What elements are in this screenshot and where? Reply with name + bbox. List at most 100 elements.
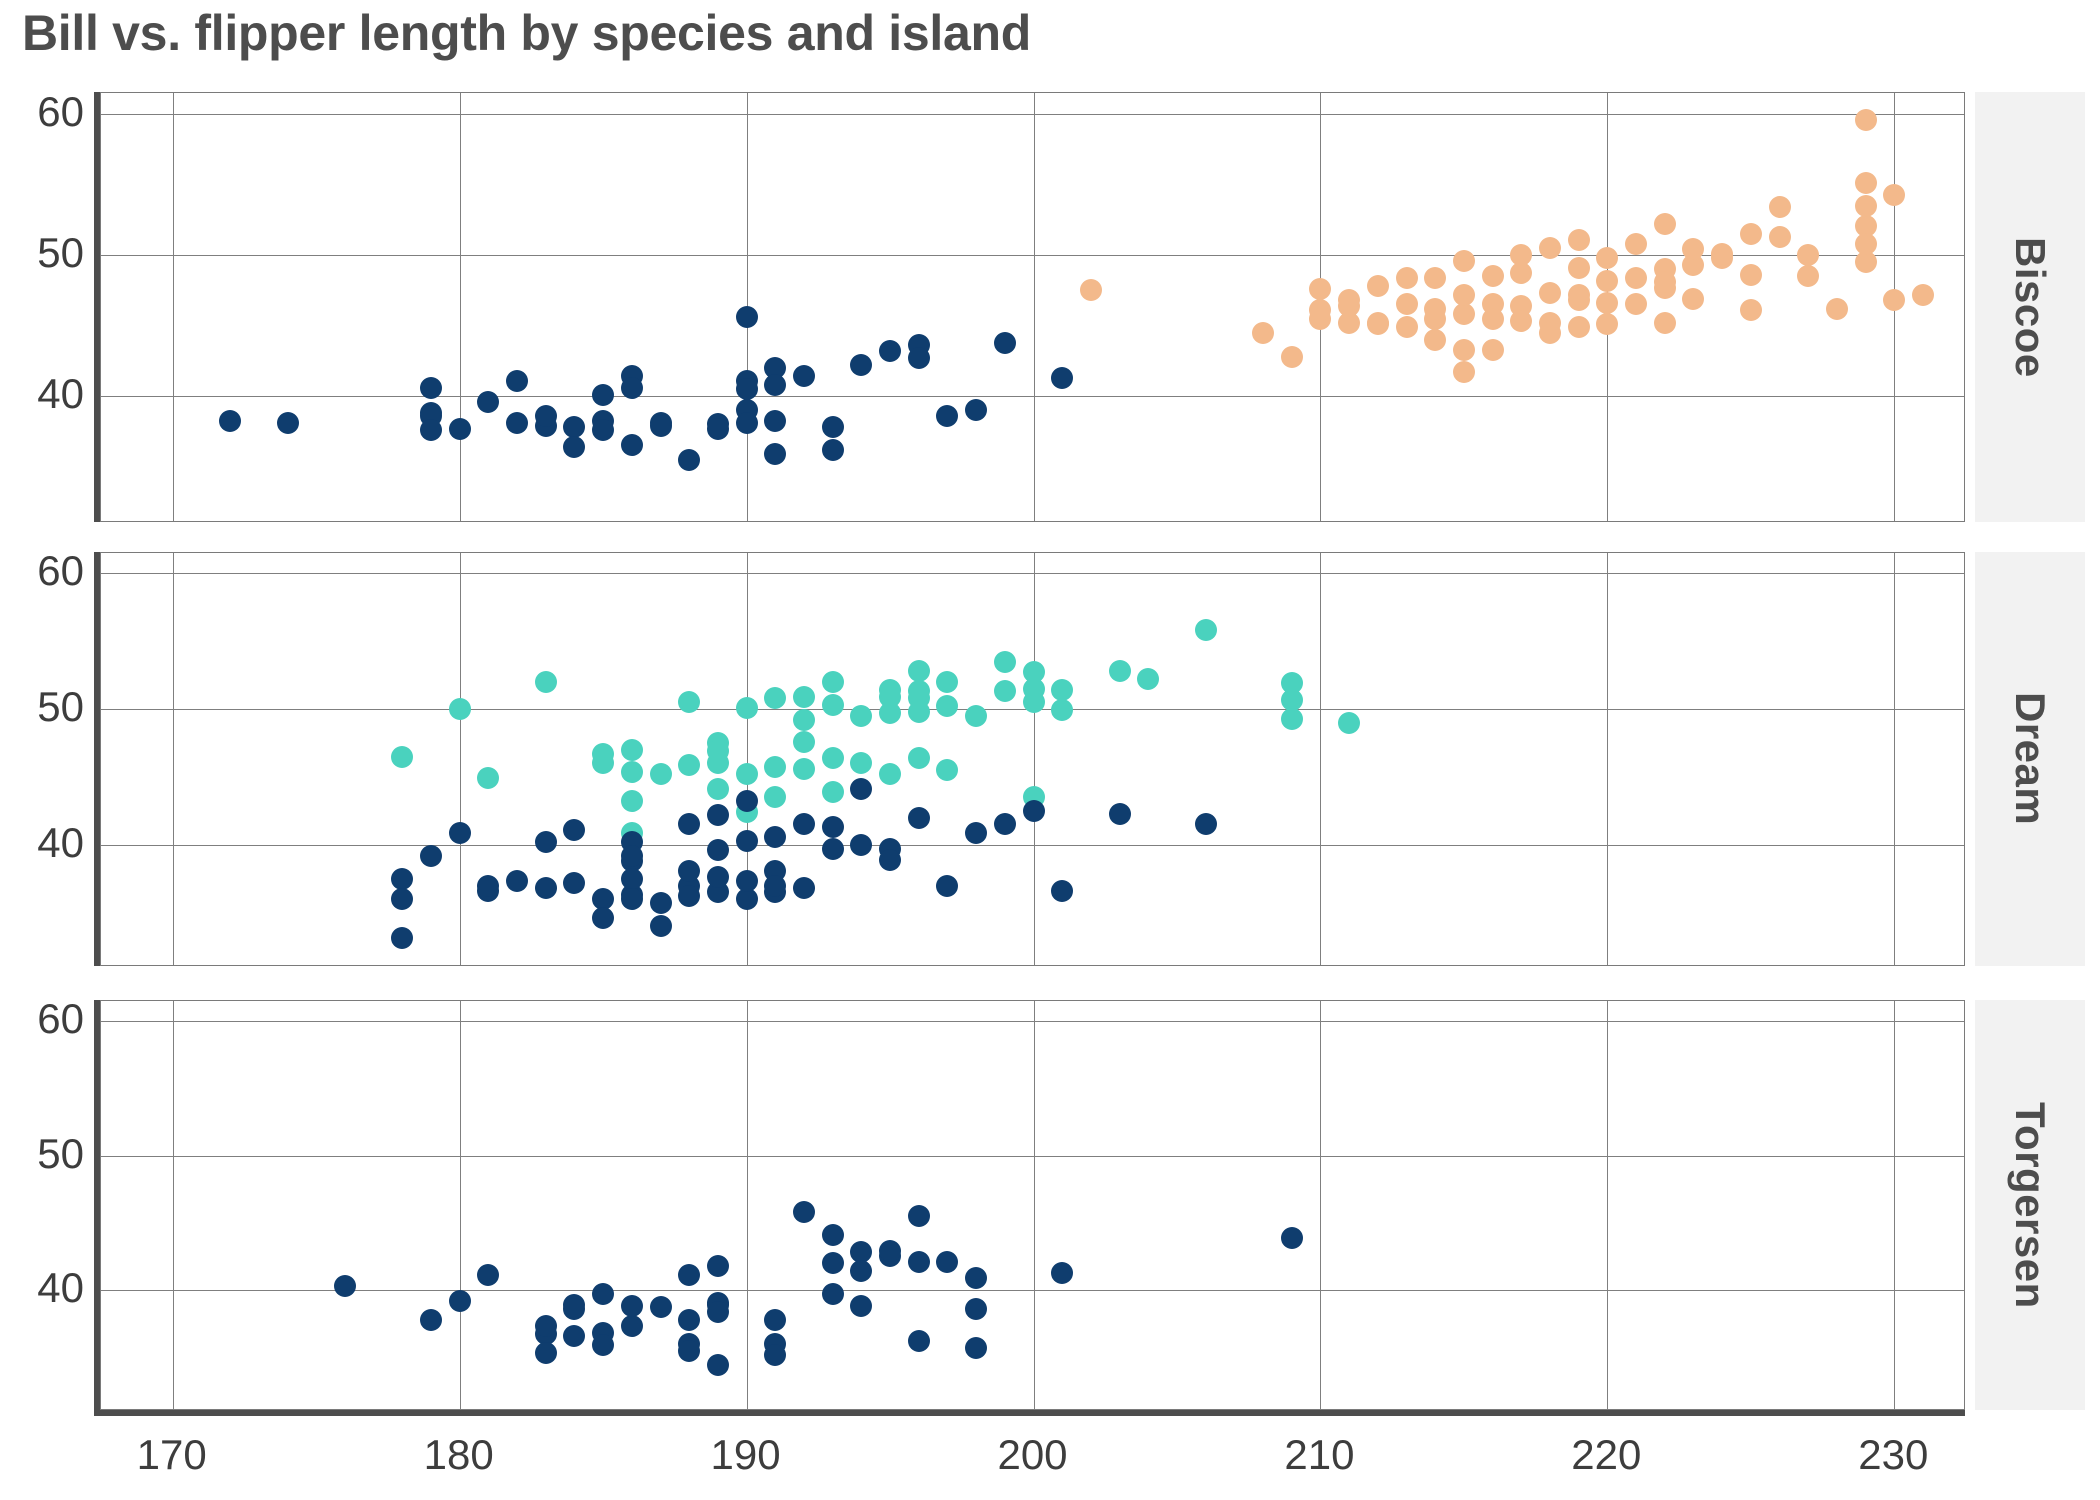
data-point bbox=[391, 888, 414, 911]
data-point bbox=[993, 650, 1016, 673]
data-point bbox=[1510, 244, 1533, 267]
data-point bbox=[1711, 242, 1734, 265]
data-point bbox=[706, 1300, 729, 1323]
data-point bbox=[706, 417, 729, 440]
x-axis-tick-label: 230 bbox=[1858, 1431, 1929, 1478]
data-point bbox=[735, 888, 758, 911]
gridline-vertical bbox=[1894, 1001, 1896, 1409]
data-point bbox=[1022, 661, 1045, 684]
data-point bbox=[649, 414, 672, 437]
data-point bbox=[649, 892, 672, 915]
data-point bbox=[706, 1254, 729, 1277]
gridline-horizontal bbox=[101, 1021, 1964, 1023]
data-point bbox=[1452, 338, 1475, 361]
facet-panel-biscoe bbox=[100, 92, 1965, 522]
data-point bbox=[1395, 293, 1418, 316]
data-point bbox=[678, 448, 701, 471]
data-point bbox=[850, 704, 873, 727]
data-point bbox=[1854, 232, 1877, 255]
data-point bbox=[1108, 802, 1131, 825]
gridline-vertical bbox=[1033, 1001, 1035, 1409]
data-point bbox=[563, 1297, 586, 1320]
data-point bbox=[821, 780, 844, 803]
data-point bbox=[592, 888, 615, 911]
data-point bbox=[1395, 316, 1418, 339]
y-axis-line bbox=[94, 92, 100, 522]
data-point bbox=[1911, 283, 1934, 306]
data-point bbox=[821, 746, 844, 769]
data-point bbox=[1510, 262, 1533, 285]
data-point bbox=[965, 399, 988, 422]
data-point bbox=[879, 1240, 902, 1263]
data-point bbox=[1452, 361, 1475, 384]
data-point bbox=[1596, 246, 1619, 269]
data-point bbox=[1596, 269, 1619, 292]
data-point bbox=[1596, 292, 1619, 315]
data-point bbox=[592, 1334, 615, 1357]
data-point bbox=[764, 874, 787, 897]
facet-strip-label: Dream bbox=[2007, 692, 2054, 826]
data-point bbox=[506, 870, 529, 893]
data-point bbox=[907, 1330, 930, 1353]
data-point bbox=[792, 757, 815, 780]
data-point bbox=[821, 1223, 844, 1246]
data-point bbox=[1395, 266, 1418, 289]
data-point bbox=[1252, 321, 1275, 344]
data-point bbox=[563, 1324, 586, 1347]
data-point bbox=[821, 837, 844, 860]
data-point bbox=[477, 1264, 500, 1287]
data-point bbox=[879, 848, 902, 871]
data-point bbox=[620, 738, 643, 761]
gridline-horizontal bbox=[101, 114, 1964, 116]
data-point bbox=[620, 434, 643, 457]
facet-strip-label: Torgersen bbox=[2007, 1101, 2054, 1309]
facet-strip-biscoe: Biscoe bbox=[1975, 92, 2085, 522]
data-point bbox=[391, 745, 414, 768]
data-point bbox=[850, 1241, 873, 1264]
data-point bbox=[706, 803, 729, 826]
data-point bbox=[1051, 1261, 1074, 1284]
y-axis-line bbox=[94, 552, 100, 966]
data-point bbox=[735, 870, 758, 893]
data-point bbox=[764, 1343, 787, 1366]
x-axis-line bbox=[94, 1410, 1965, 1416]
data-point bbox=[1280, 1226, 1303, 1249]
data-point bbox=[1194, 619, 1217, 642]
data-point bbox=[649, 1296, 672, 1319]
data-point bbox=[1338, 711, 1361, 734]
data-point bbox=[764, 825, 787, 848]
data-point bbox=[1366, 275, 1389, 298]
data-point bbox=[620, 888, 643, 911]
data-point bbox=[936, 404, 959, 427]
data-point bbox=[649, 915, 672, 938]
x-axis-tick-label: 190 bbox=[710, 1431, 781, 1478]
data-point bbox=[764, 1308, 787, 1331]
data-point bbox=[850, 778, 873, 801]
x-axis-tick-label: 170 bbox=[136, 1431, 207, 1478]
data-point bbox=[965, 704, 988, 727]
data-point bbox=[506, 369, 529, 392]
data-point bbox=[563, 416, 586, 439]
data-point bbox=[1883, 183, 1906, 206]
data-point bbox=[563, 871, 586, 894]
data-point bbox=[764, 786, 787, 809]
data-point bbox=[1567, 316, 1590, 339]
data-point bbox=[821, 1252, 844, 1275]
data-point bbox=[879, 763, 902, 786]
data-point bbox=[1825, 297, 1848, 320]
data-point bbox=[620, 1295, 643, 1318]
gridline-vertical bbox=[172, 93, 174, 521]
data-point bbox=[1596, 313, 1619, 336]
facet-strip-dream: Dream bbox=[1975, 552, 2085, 966]
data-point bbox=[907, 1205, 930, 1228]
data-point bbox=[1653, 270, 1676, 293]
data-point bbox=[879, 340, 902, 362]
data-point bbox=[735, 306, 758, 329]
data-point bbox=[965, 1297, 988, 1320]
data-point bbox=[678, 1339, 701, 1362]
data-point bbox=[1854, 172, 1877, 195]
data-point bbox=[592, 1283, 615, 1306]
data-point bbox=[1452, 249, 1475, 272]
data-point bbox=[706, 866, 729, 889]
facet-strip-label: Biscoe bbox=[2007, 236, 2054, 378]
